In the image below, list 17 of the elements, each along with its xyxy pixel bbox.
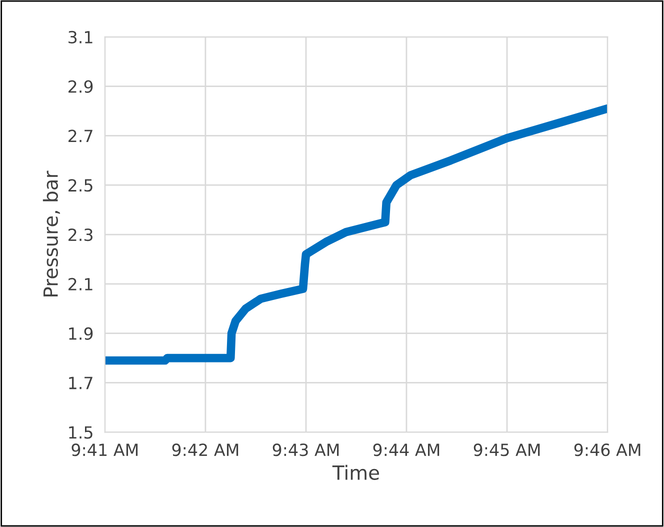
y-tick-label: 2.3	[68, 228, 92, 242]
x-tick-label: 9:44 AM	[373, 444, 440, 456]
x-tick-label: 9:42 AM	[172, 444, 238, 456]
x-tick-label: 9:43 AM	[272, 444, 339, 456]
y-tick-label: 2.9	[68, 80, 93, 93]
y-tick-label: 2.7	[68, 130, 92, 142]
x-tick-label: 9:46 AM	[574, 444, 640, 456]
x-axis-title: Time	[332, 464, 379, 480]
y-tick-label: 2.1	[68, 278, 92, 290]
y-tick-label: 2.5	[68, 179, 92, 192]
x-tick-label: 9:45 AM	[474, 444, 540, 456]
x-tick-label: 9:41 AM	[72, 444, 138, 456]
y-tick-label: 1.5	[69, 426, 92, 439]
y-tick-label: 3.1	[68, 30, 92, 44]
y-tick-label: 1.9	[69, 327, 93, 340]
y-tick-label: 1.7	[69, 376, 92, 390]
y-axis-title: Pressure, bar	[42, 170, 60, 296]
